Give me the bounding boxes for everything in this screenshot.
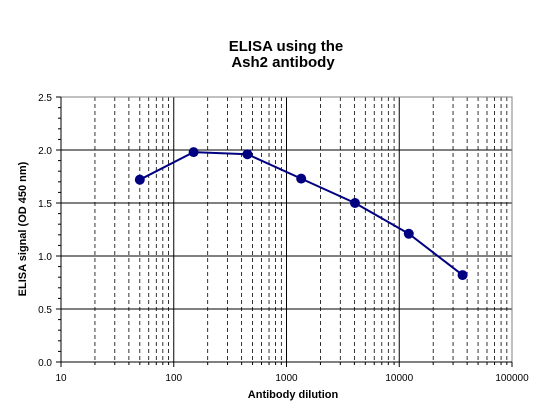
data-point bbox=[296, 173, 307, 184]
data-point bbox=[242, 149, 253, 160]
data-point bbox=[457, 270, 468, 281]
chart-title-line-1: ELISA using the bbox=[229, 38, 343, 55]
y-tick-label: 2.0 bbox=[38, 146, 52, 157]
y-tick-label: 0.5 bbox=[38, 305, 52, 316]
data-point bbox=[403, 228, 414, 239]
x-tick-label: 10 bbox=[55, 373, 67, 384]
data-point bbox=[188, 147, 199, 158]
y-tick-label: 1.5 bbox=[38, 199, 52, 210]
x-tick-label: 100000 bbox=[495, 373, 529, 384]
x-tick-label: 1000 bbox=[275, 373, 298, 384]
data-point bbox=[349, 198, 360, 208]
y-axis-label: ELISA signal (OD 450 nm) bbox=[17, 161, 29, 296]
x-tick-label: 100 bbox=[165, 373, 182, 384]
x-axis-label: Antibody dilution bbox=[248, 389, 339, 401]
data-point bbox=[134, 174, 145, 185]
grid-lines bbox=[61, 97, 512, 362]
axis-ticks bbox=[56, 96, 513, 367]
chart-title-line-2: Ash2 antibody bbox=[231, 54, 335, 71]
y-tick-label: 0.0 bbox=[38, 358, 52, 369]
y-tick-labels: 0.0 0.5 1.0 1.5 2.0 2.5 bbox=[38, 93, 52, 369]
series-line bbox=[139, 151, 464, 276]
y-tick-label: 2.5 bbox=[38, 93, 52, 104]
x-tick-labels: 10 100 1000 10000 100000 bbox=[55, 373, 529, 384]
x-tick-label: 10000 bbox=[385, 373, 413, 384]
y-tick-label: 1.0 bbox=[38, 252, 52, 263]
data-series bbox=[134, 147, 468, 281]
